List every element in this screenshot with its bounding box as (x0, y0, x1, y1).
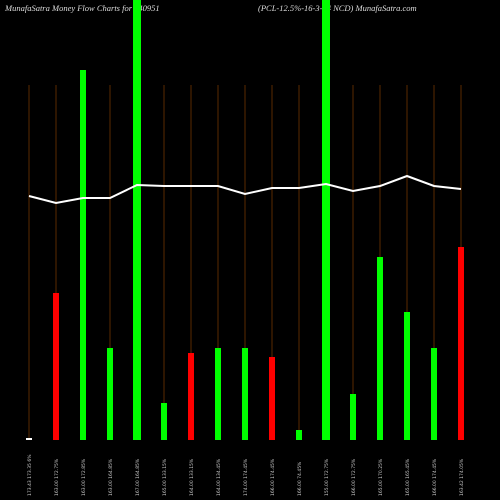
bar (161, 403, 167, 440)
x-tick-label: 165.00 165.45% (405, 458, 411, 496)
x-tick-label: 165.00 170.25% (378, 458, 384, 496)
bar (53, 293, 59, 440)
bar (377, 257, 383, 440)
x-tick-label: 173.43 173.35 6% (27, 454, 33, 496)
bar (188, 353, 194, 440)
x-tick-label: 166.00 74.45% (297, 461, 303, 496)
bar (458, 247, 464, 440)
bar (404, 312, 410, 440)
bar (107, 348, 113, 440)
bar (80, 70, 86, 440)
bar (133, 0, 141, 440)
chart-subtitle: (PCL-12.5%-16-3-24 NCD) MunafaSatra.com (258, 3, 417, 13)
x-tick-label: 166.00 174.45% (270, 458, 276, 496)
bar (296, 430, 302, 440)
x-tick-label: 165.00 133.15% (162, 458, 168, 496)
x-tick-label: 163.00 172.85% (81, 458, 87, 496)
x-tick-label: 163.00 164.85% (108, 458, 114, 496)
x-tick-label: 167.00 164.85% (135, 458, 141, 496)
x-tick-label: 163.00 172.75% (54, 458, 60, 496)
bar (242, 348, 248, 440)
bar (26, 438, 32, 440)
bar (431, 348, 437, 440)
price-line (28, 174, 462, 205)
x-tick-label: 166.00 172.75% (351, 458, 357, 496)
x-tick-label: 164.00 133.15% (189, 458, 195, 496)
x-tick-label: 174.00 174.45% (243, 458, 249, 496)
chart-title: MunafaSatra Money Flow Charts for 940951 (4, 3, 160, 13)
x-tick-label: 155.00 172.75% (324, 458, 330, 496)
bar (215, 348, 221, 440)
x-tick-label: 164.00 134.45% (216, 458, 222, 496)
x-tick-label: 163.42 174.05% (459, 458, 465, 496)
x-tick-label: 166.00 174.45% (432, 458, 438, 496)
bar (269, 357, 275, 440)
bar (350, 394, 356, 440)
bar (322, 0, 330, 440)
